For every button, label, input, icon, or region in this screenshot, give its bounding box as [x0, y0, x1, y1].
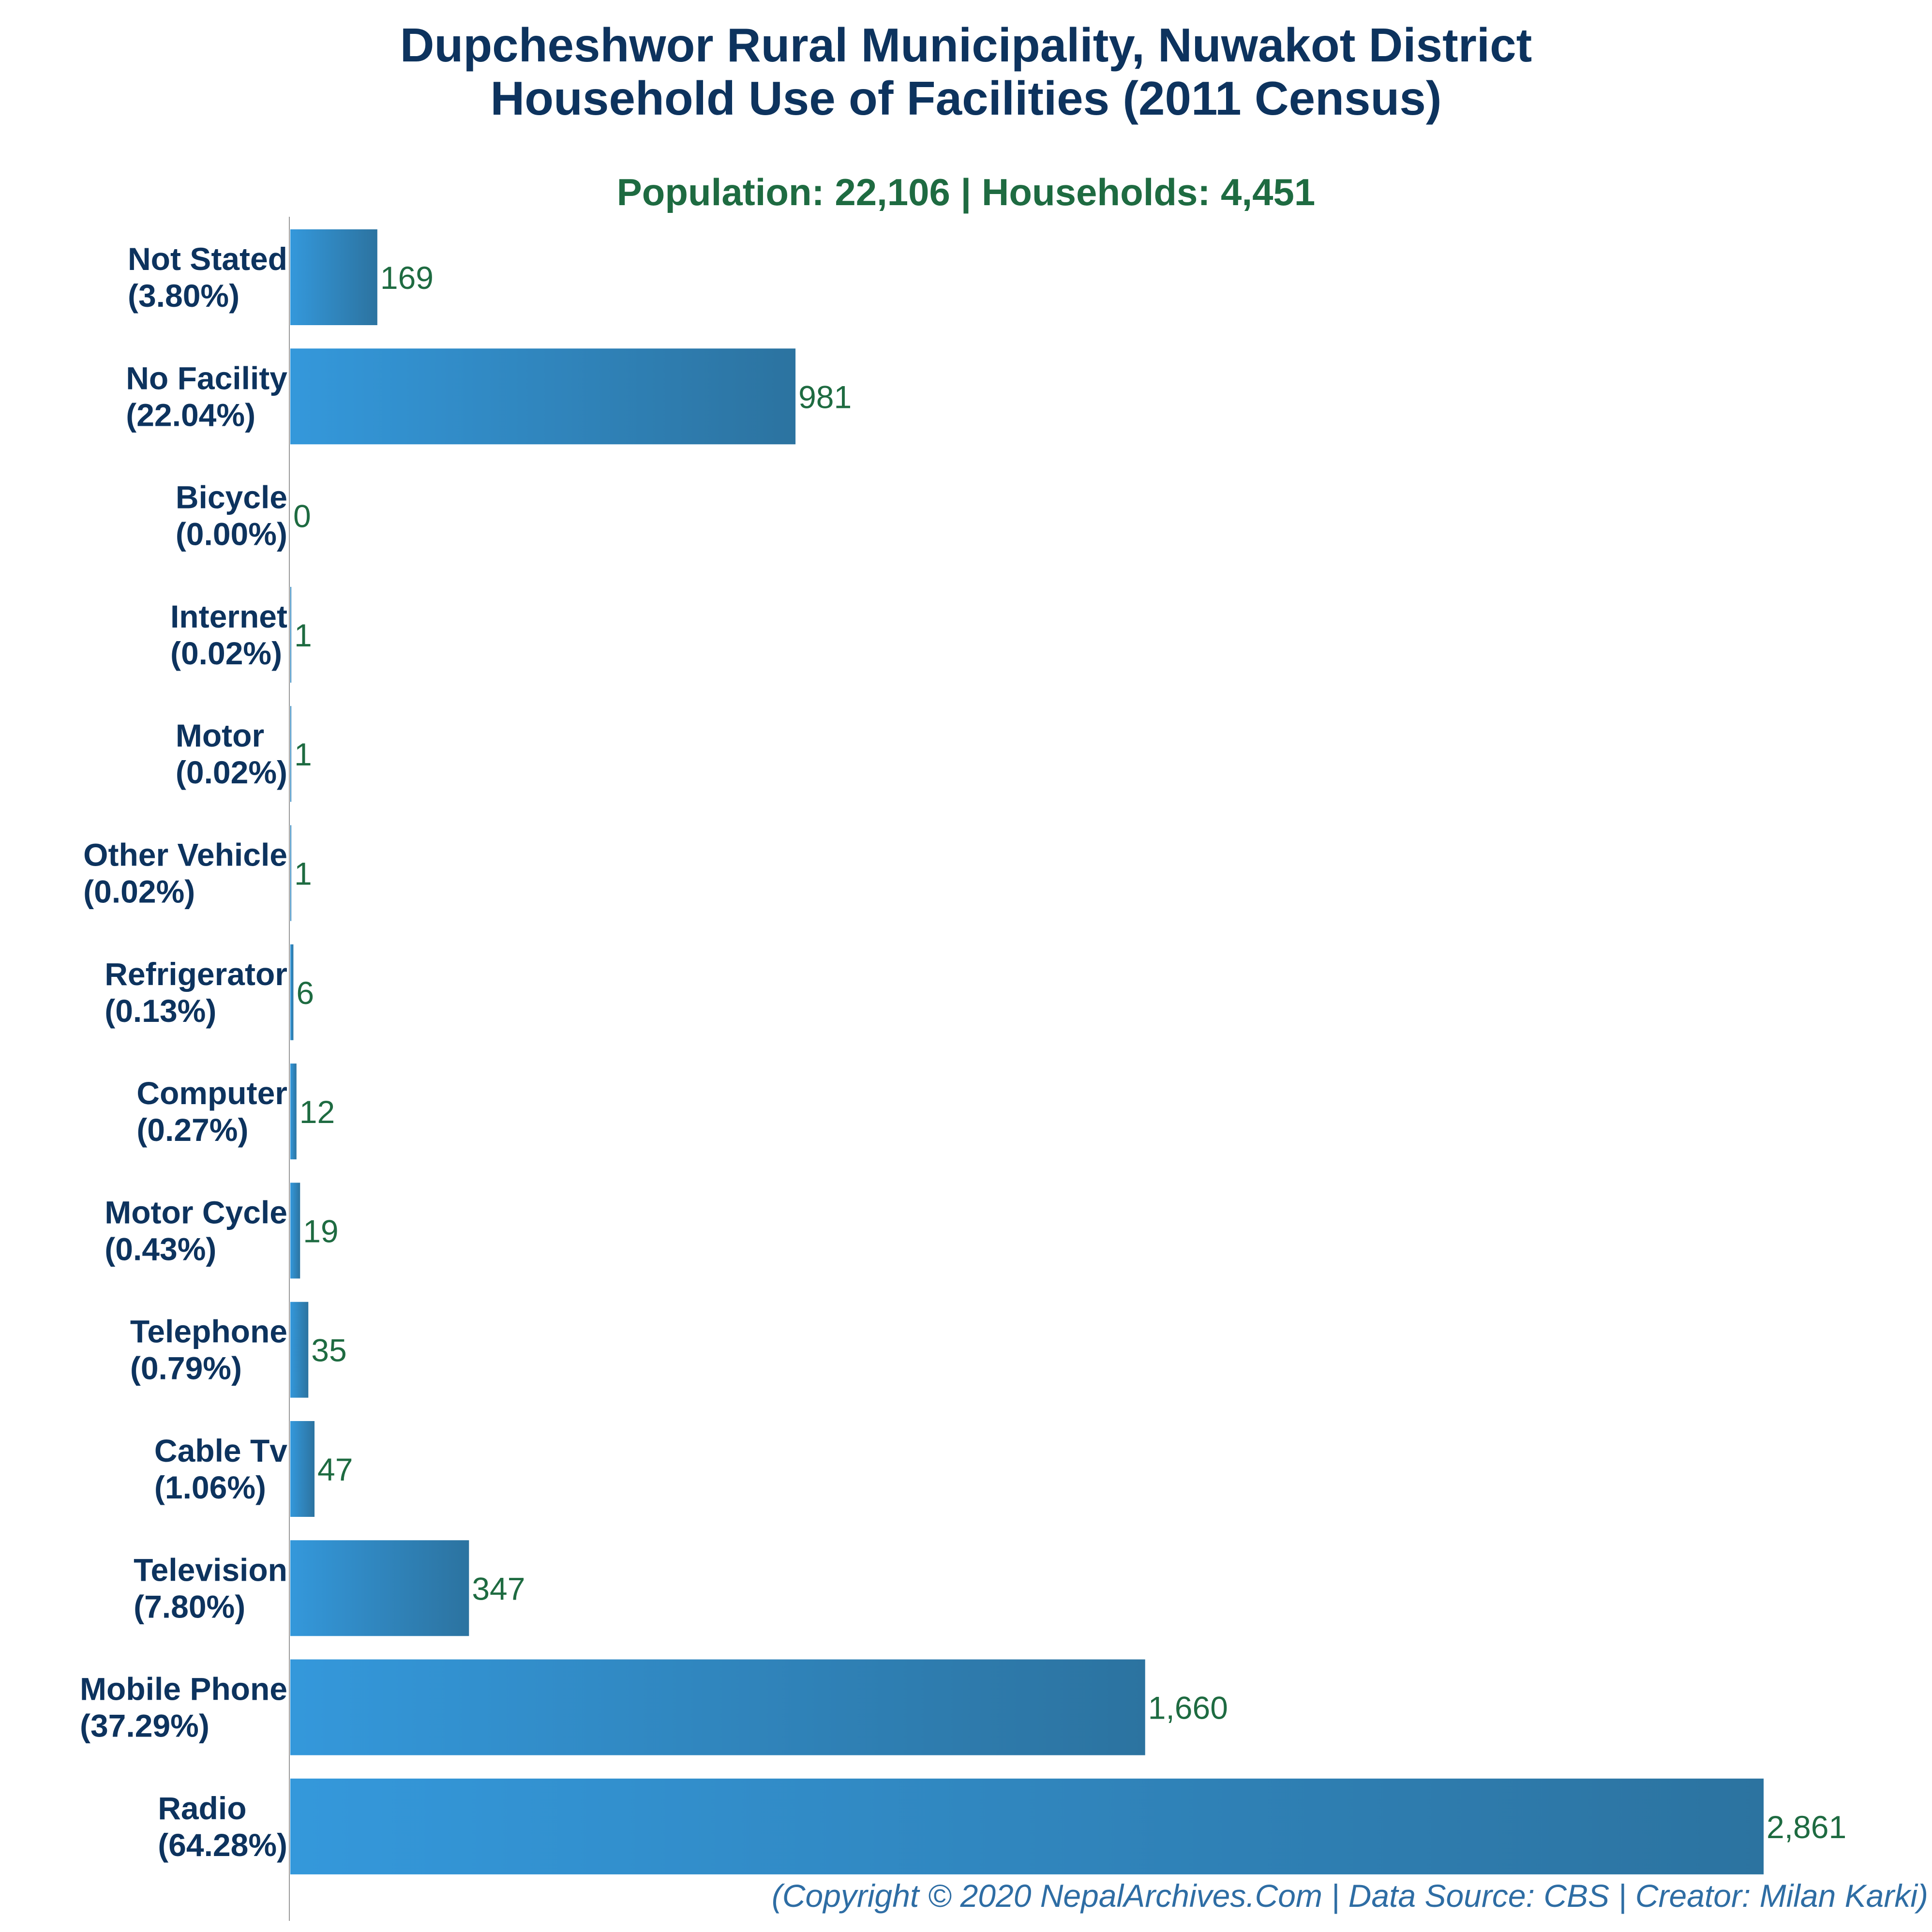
- category-label: No Facility (22.04%): [126, 360, 287, 433]
- bar-internet: [290, 586, 291, 683]
- chart-footer: (Copyright © 2020 NepalArchives.Com | Da…: [771, 1878, 1928, 1914]
- category-label: Refrigerator (0.13%): [105, 956, 287, 1029]
- bar-other-vehicle: [290, 825, 291, 921]
- value-label: 6: [296, 975, 314, 1011]
- bar-radio: [290, 1778, 1764, 1874]
- value-label: 2,861: [1767, 1809, 1846, 1845]
- value-label: 0: [293, 498, 311, 534]
- bar-mobile-phone: [290, 1659, 1145, 1755]
- value-label: 47: [317, 1452, 353, 1487]
- value-label: 1,660: [1148, 1690, 1228, 1726]
- value-label: 1: [294, 617, 312, 653]
- bar-computer: [290, 1063, 297, 1160]
- chart-title-line1: Dupcheshwor Rural Municipality, Nuwakot …: [400, 18, 1532, 72]
- category-label: Bicycle (0.00%): [176, 479, 287, 552]
- category-label: Radio (64.28%): [158, 1790, 287, 1863]
- category-label: Cable Tv (1.06%): [154, 1433, 287, 1505]
- bar-telephone: [290, 1302, 309, 1398]
- value-label: 1: [294, 856, 312, 892]
- chart-subtitle: Population: 22,106 | Households: 4,451: [616, 171, 1316, 213]
- category-label: Internet (0.02%): [170, 599, 287, 671]
- category-label: Mobile Phone (37.29%): [80, 1671, 287, 1744]
- category-label: Motor (0.02%): [176, 718, 287, 790]
- bar-television: [290, 1540, 469, 1636]
- value-label: 347: [472, 1571, 525, 1606]
- value-label: 169: [380, 260, 434, 296]
- bar-motor-cycle: [290, 1183, 300, 1279]
- value-label: 981: [798, 379, 852, 415]
- category-label: Television (7.80%): [134, 1552, 287, 1624]
- value-label: 35: [311, 1333, 346, 1368]
- chart-title-line2: Household Use of Facilities (2011 Census…: [490, 72, 1442, 125]
- value-label: 19: [303, 1213, 338, 1249]
- category-label: Not Stated (3.80%): [128, 241, 287, 314]
- category-label: Computer (0.27%): [136, 1075, 287, 1148]
- category-label: Telephone (0.79%): [130, 1314, 287, 1386]
- category-label: Other Vehicle (0.02%): [83, 837, 287, 910]
- bar-refrigerator: [290, 944, 294, 1040]
- value-label: 1: [294, 736, 312, 772]
- bar-motor: [290, 706, 291, 802]
- category-label: Motor Cycle (0.43%): [105, 1194, 287, 1267]
- bars-group: 169 Not Stated (3.80%) 981 No Facility (22.04…: [80, 229, 1846, 1874]
- value-label: 12: [300, 1094, 335, 1130]
- bar-not-stated: [290, 229, 377, 325]
- bar-no-facility: [290, 348, 796, 445]
- bar-cable-tv: [290, 1421, 315, 1517]
